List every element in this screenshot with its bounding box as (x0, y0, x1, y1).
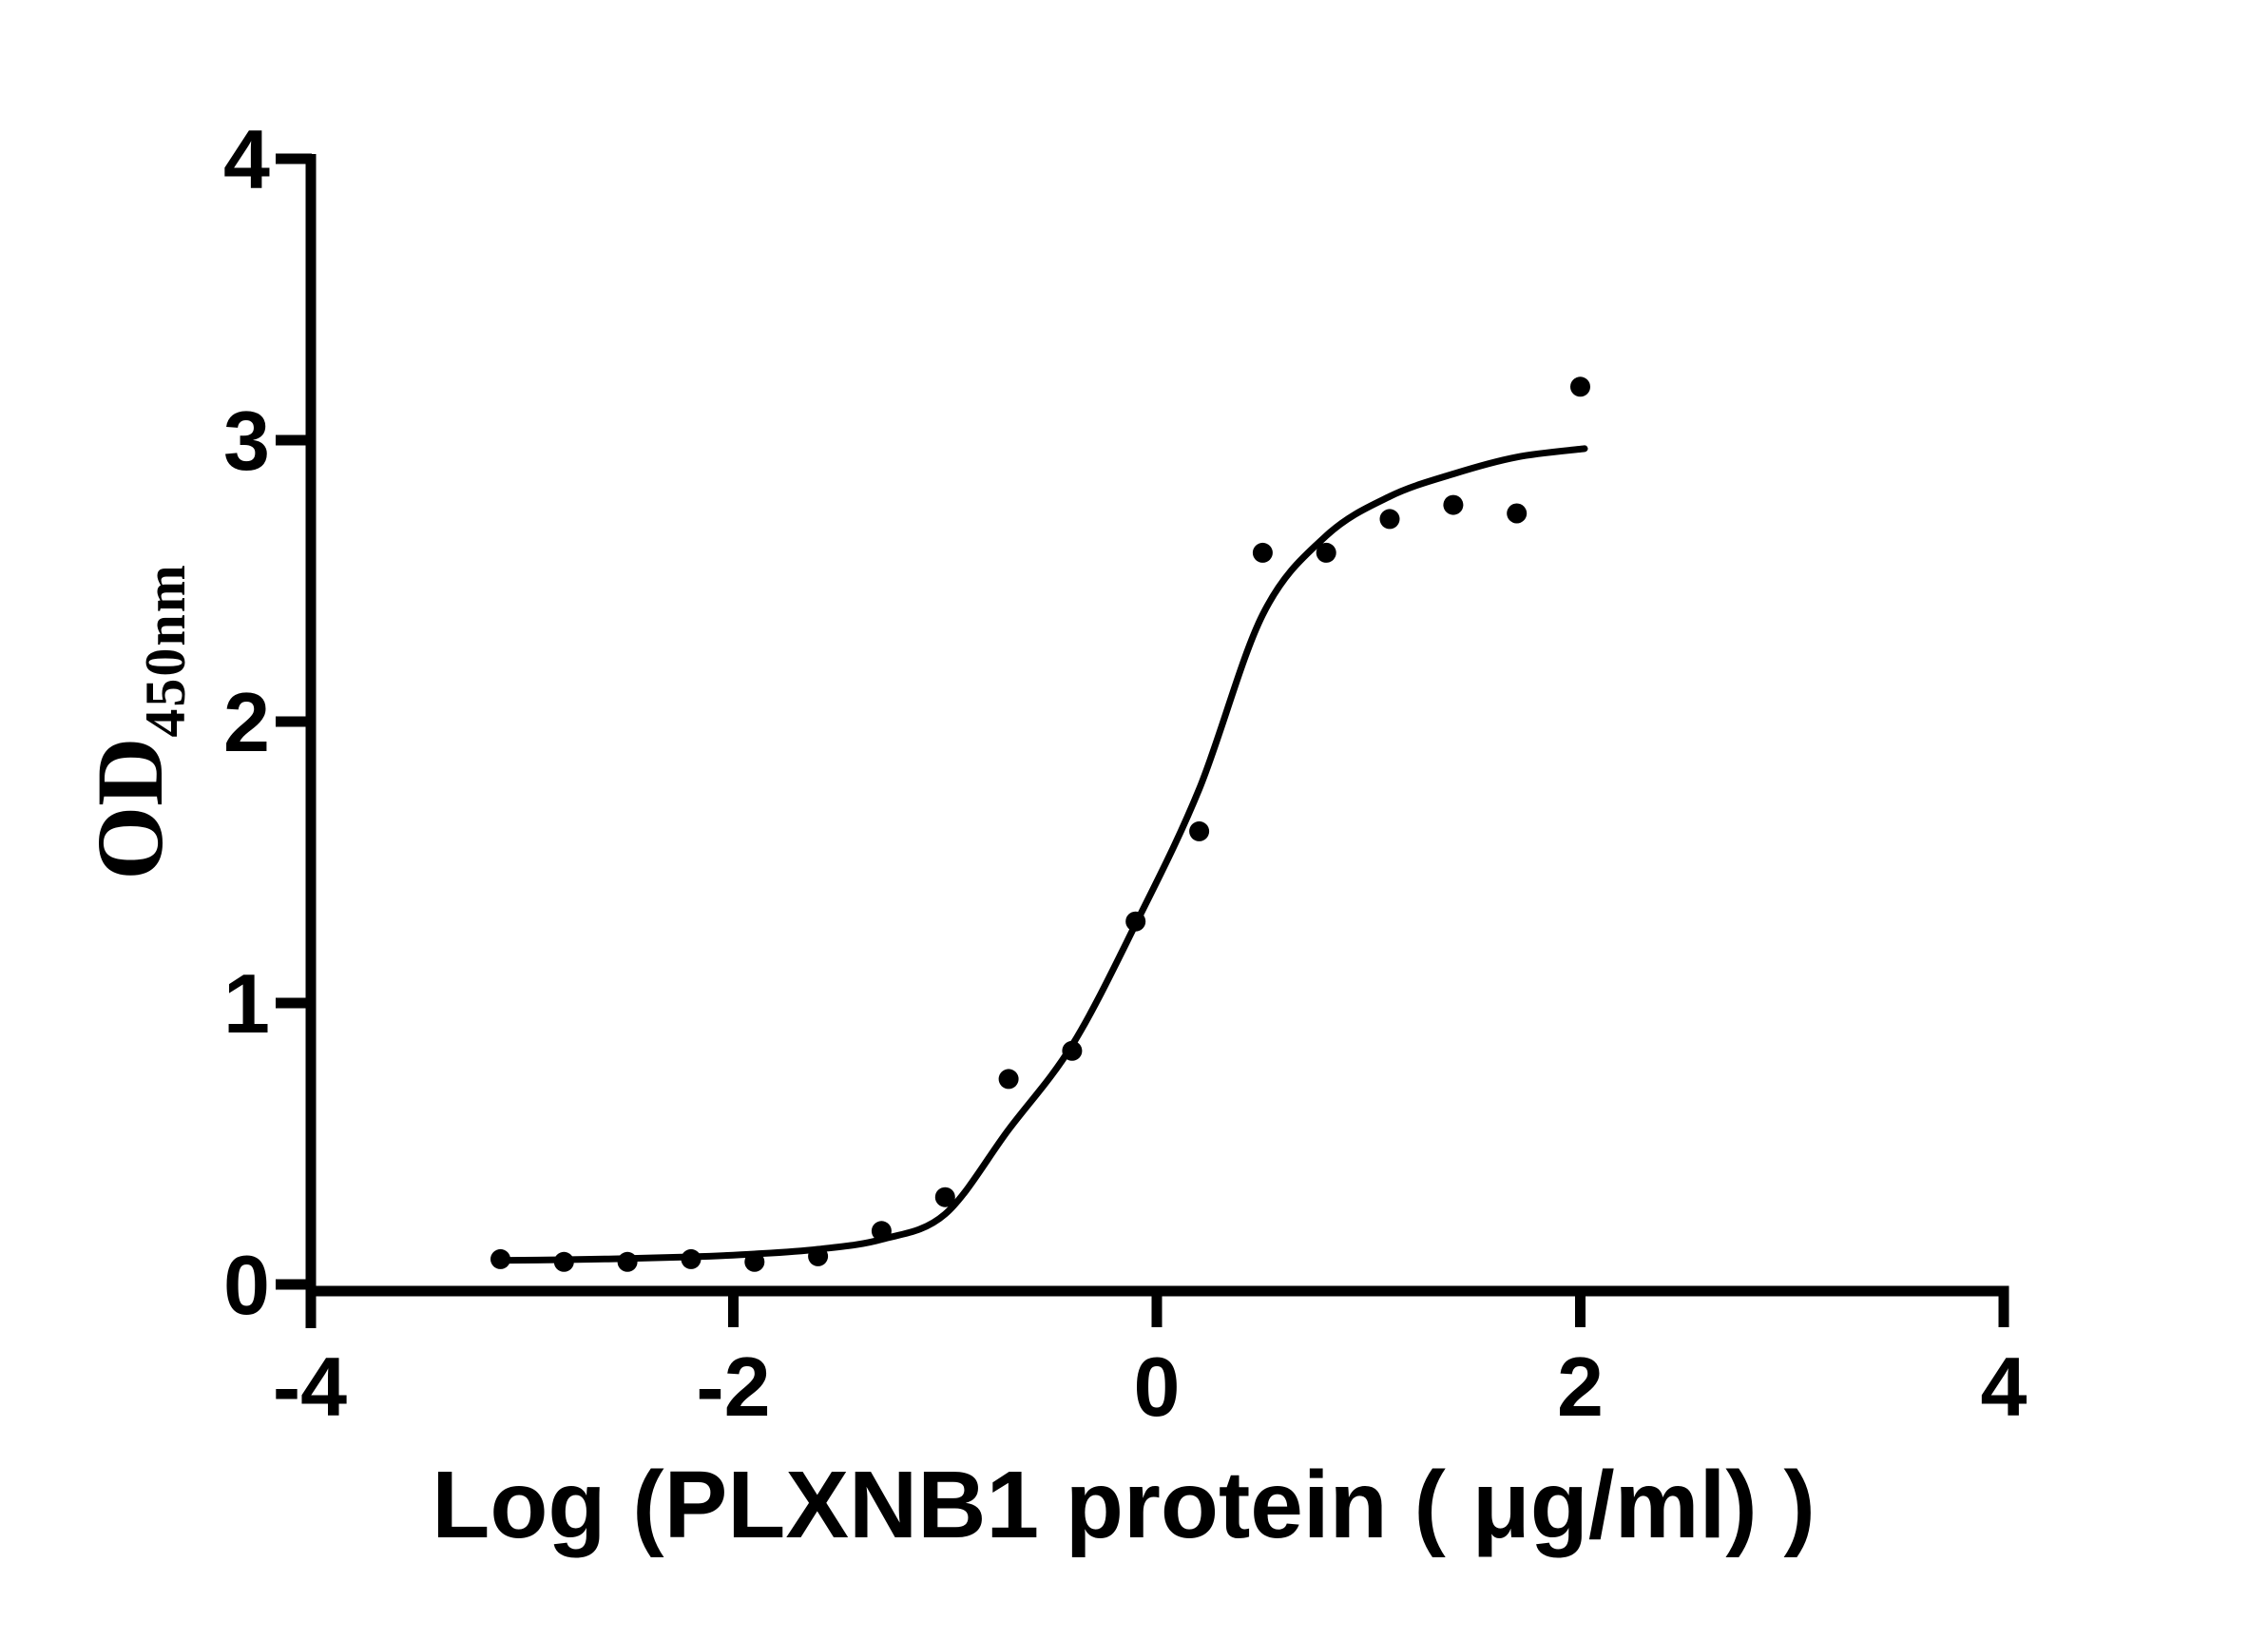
data-point (617, 1251, 638, 1272)
y-axis-title-main: OD (77, 738, 183, 880)
data-point (871, 1221, 892, 1242)
data-point (1062, 1040, 1083, 1061)
x-tick-label: 4 (1981, 1340, 2028, 1434)
data-point (1252, 542, 1273, 563)
data-point (1443, 494, 1464, 515)
x-axis-title: Log (PLXNB1 protein ( μg/ml) ) (432, 1452, 1816, 1558)
fit-curve (492, 445, 1588, 1264)
y-tick-label: 3 (223, 394, 270, 488)
data-point (998, 1069, 1019, 1090)
x-tick-label: -2 (696, 1340, 770, 1434)
data-point (1379, 509, 1400, 530)
data-point (1189, 820, 1210, 841)
data-point (490, 1248, 510, 1269)
data-point (1125, 911, 1146, 932)
y-tick-label: 2 (223, 675, 270, 769)
data-point (934, 1187, 955, 1207)
data-point (808, 1245, 829, 1266)
y-axis-title-subscript: 450nm (134, 563, 197, 737)
y-tick-label: 0 (223, 1238, 270, 1332)
plot-area: -4 -2 0 2 4 0 1 2 3 4 (223, 112, 2027, 1434)
x-tick-label: 0 (1134, 1340, 1181, 1434)
data-point (681, 1248, 702, 1269)
x-tick-label: 2 (1557, 1340, 1604, 1434)
x-tick-label: -4 (273, 1340, 347, 1434)
data-point (1507, 503, 1528, 524)
data-point (744, 1251, 765, 1272)
data-point (553, 1251, 574, 1272)
y-axis-title: OD450nm (77, 563, 197, 879)
data-point (1570, 376, 1590, 397)
data-point (1316, 542, 1336, 563)
y-tick-label: 1 (223, 956, 270, 1051)
y-tick-label: 4 (223, 112, 270, 206)
